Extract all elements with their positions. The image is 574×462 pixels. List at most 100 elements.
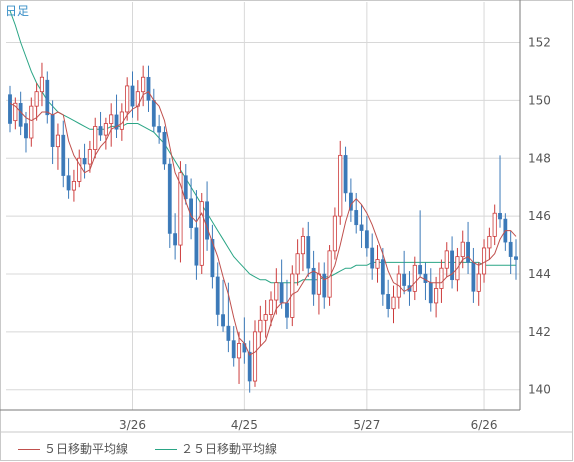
candle-body-0 (8, 94, 12, 124)
candle-body-40 (221, 314, 225, 327)
candle-body-39 (215, 276, 220, 315)
ma5-layer (9, 91, 517, 356)
candle-body-71 (386, 294, 391, 309)
candle-body-50 (274, 282, 279, 301)
candle-body-49 (268, 299, 274, 315)
candle-body-53 (290, 273, 295, 318)
candle-body-17 (98, 126, 103, 136)
candle-body-28 (157, 126, 162, 133)
candle-body-67 (364, 230, 369, 249)
candle-body-51 (279, 282, 284, 304)
legend-ma25-swatch (155, 449, 177, 450)
candle-body-30 (167, 163, 172, 234)
candle-body-69 (375, 259, 380, 269)
candle-body-5 (34, 91, 39, 107)
candle-body-85 (460, 241, 465, 258)
candle-body-7 (45, 79, 50, 116)
candle-body-55 (300, 235, 305, 255)
candle-body-35 (194, 227, 199, 266)
candle-body-38 (210, 239, 215, 278)
candle-body-74 (402, 273, 407, 286)
candle-body-46 (252, 331, 258, 382)
candle-body-87 (471, 262, 476, 292)
candle-body-9 (55, 134, 60, 148)
candle-body-81 (439, 267, 444, 289)
candle-body-80 (434, 288, 439, 304)
candle-body-83 (450, 250, 454, 281)
x-tick-label-2: 5/27 (353, 418, 380, 432)
candle-body-19 (109, 114, 114, 124)
candle-body-79 (428, 282, 433, 304)
x-tick-label-0: 3/26 (119, 418, 146, 432)
candle-body-34 (189, 198, 193, 228)
candle-body-31 (173, 233, 178, 246)
candles-layer (8, 62, 518, 393)
legend-ma5-swatch (18, 449, 40, 450)
legend-ma5-label: ５日移動平均線 (44, 442, 129, 456)
legend-ma25-label: ２５日移動平均線 (181, 442, 278, 456)
candle-body-41 (226, 325, 231, 341)
candle-body-62 (338, 154, 343, 217)
candle-body-21 (119, 111, 124, 130)
y-tick-label-144: 144 (528, 267, 551, 281)
y-tick-label-146: 146 (528, 209, 551, 223)
candle-body-92 (498, 212, 502, 220)
candle-body-76 (412, 264, 417, 292)
candle-body-26 (146, 76, 151, 101)
legend-ma25: ２５日移動平均線 (155, 440, 277, 456)
x-tick-label-3: 6/26 (471, 418, 498, 432)
candle-body-18 (103, 123, 108, 136)
candle-body-66 (359, 224, 364, 231)
candle-body-91 (492, 212, 497, 237)
y-tick-label-142: 142 (528, 325, 551, 339)
candle-body-36 (199, 201, 204, 266)
candle-body-27 (151, 100, 156, 127)
candle-body-37 (205, 201, 209, 240)
y-tick-label-148: 148 (528, 151, 551, 165)
y-tick-label-152: 152 (528, 36, 551, 50)
candle-body-95 (514, 256, 518, 260)
candle-body-78 (423, 273, 428, 283)
candle-body-63 (343, 155, 348, 194)
candle-body-22 (125, 85, 130, 113)
candle-body-32 (178, 172, 183, 246)
candle-body-82 (444, 250, 449, 269)
axes-layer: 140 142 144 146 148 150 152 3/26 4/25 5/27 6/26 (0, 0, 573, 433)
candle-body-58 (316, 273, 321, 295)
candle-body-48 (263, 314, 268, 321)
candle-body-42 (231, 340, 236, 359)
candle-body-14 (82, 158, 87, 165)
candle-body-88 (476, 273, 481, 292)
candle-body-8 (50, 114, 55, 147)
candle-body-4 (29, 105, 34, 139)
candle-body-68 (370, 247, 375, 269)
candle-body-23 (130, 85, 135, 107)
candle-body-45 (247, 351, 252, 382)
candle-body-20 (114, 114, 119, 130)
candle-body-56 (306, 236, 311, 269)
candle-body-6 (39, 76, 45, 93)
candle-body-12 (71, 181, 76, 191)
candle-body-59 (322, 273, 327, 298)
candle-body-3 (24, 123, 28, 139)
candle-body-90 (487, 235, 492, 249)
grid-lines (6, 2, 520, 410)
candle-body-64 (348, 192, 353, 211)
y-tick-label-140: 140 (528, 383, 551, 397)
candle-body-65 (354, 210, 359, 226)
candle-body-52 (285, 302, 289, 318)
candle-body-11 (66, 175, 71, 191)
ma25-line (9, 10, 516, 284)
candle-body-43 (236, 343, 242, 359)
ma5-line (9, 91, 517, 356)
candle-body-13 (77, 157, 82, 182)
candle-body-15 (87, 149, 92, 165)
candle-body-86 (466, 241, 470, 263)
candle-body-57 (311, 267, 316, 295)
legend-ma5: ５日移動平均線 (18, 440, 128, 456)
candle-body-70 (380, 259, 385, 295)
ma25-layer (9, 10, 516, 284)
candle-body-89 (481, 247, 487, 275)
